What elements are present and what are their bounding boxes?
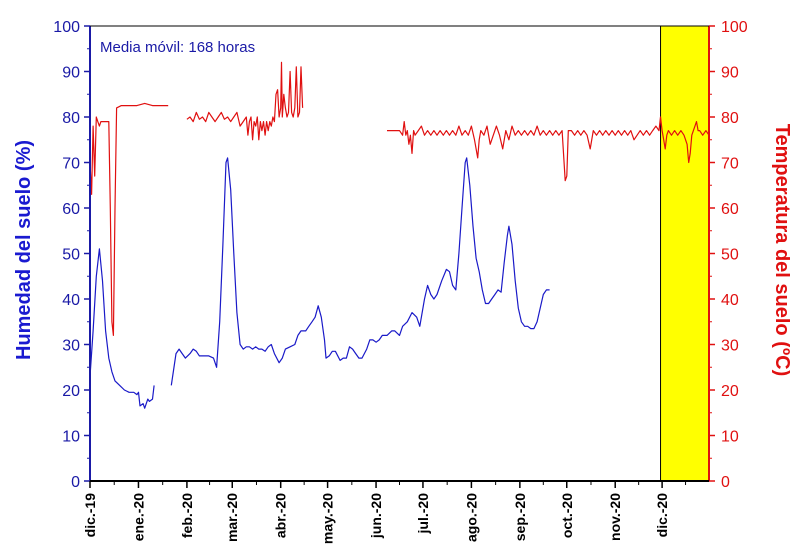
y-left-tick-label: 40 bbox=[62, 292, 80, 309]
x-tick-label: mar.-20 bbox=[224, 493, 240, 542]
annotation-label: Media móvil: 168 horas bbox=[100, 39, 255, 56]
y-right-tick-label: 20 bbox=[721, 383, 739, 400]
y-right-tick-label: 100 bbox=[721, 19, 748, 36]
y-left-tick-label: 10 bbox=[62, 429, 80, 446]
y-left-tick-label: 50 bbox=[62, 247, 80, 264]
y-left-tick-label: 60 bbox=[62, 201, 80, 218]
y-left-tick-label: 90 bbox=[62, 65, 80, 82]
x-tick-label: ago.-20 bbox=[463, 493, 479, 542]
y-left-tick-label: 80 bbox=[62, 110, 80, 127]
y-left-tick-label: 0 bbox=[71, 474, 80, 491]
y-left-tick-label: 100 bbox=[53, 19, 80, 36]
y-right-tick-label: 0 bbox=[721, 474, 730, 491]
y-right-tick-label: 10 bbox=[721, 429, 739, 446]
x-tick-label: jun.-20 bbox=[368, 493, 384, 539]
x-tick-label: jul.-20 bbox=[415, 493, 431, 535]
y-right-tick-label: 70 bbox=[721, 156, 739, 173]
x-tick-label: sep.-20 bbox=[512, 493, 528, 541]
humidity-line-segment-1 bbox=[170, 157, 550, 386]
x-tick-label: ene.-20 bbox=[131, 493, 147, 541]
x-tick-label: abr.-20 bbox=[273, 493, 289, 538]
x-tick-label: nov.-20 bbox=[607, 493, 623, 541]
y-axis-right-label: Temperatura del suelo (ºC) bbox=[771, 124, 790, 377]
highlight-band bbox=[660, 26, 709, 481]
y-right-tick-label: 50 bbox=[721, 247, 739, 264]
y-right-tick-label: 30 bbox=[721, 338, 739, 355]
temperature-line-segment-2 bbox=[387, 116, 710, 182]
y-right-tick-label: 80 bbox=[721, 110, 739, 127]
temperature-line-segment-1 bbox=[186, 61, 304, 141]
y-axis-left-label: Humedad del suelo (%) bbox=[13, 140, 35, 360]
y-right-tick-label: 90 bbox=[721, 65, 739, 82]
temperature-line-segment-0 bbox=[89, 102, 169, 336]
y-left-tick-label: 20 bbox=[62, 383, 80, 400]
x-tick-label: oct.-20 bbox=[559, 493, 575, 538]
y-left-tick-label: 30 bbox=[62, 338, 80, 355]
x-tick-label: feb.-20 bbox=[179, 493, 195, 538]
x-tick-label: may.-20 bbox=[320, 493, 336, 544]
humidity-line-segment-0 bbox=[89, 248, 155, 409]
y-right-tick-label: 60 bbox=[721, 201, 739, 218]
y-right-tick-label: 40 bbox=[721, 292, 739, 309]
x-tick-label: dic.-19 bbox=[82, 493, 98, 538]
y-left-tick-label: 70 bbox=[62, 156, 80, 173]
x-tick-label: dic.-20 bbox=[654, 493, 670, 538]
